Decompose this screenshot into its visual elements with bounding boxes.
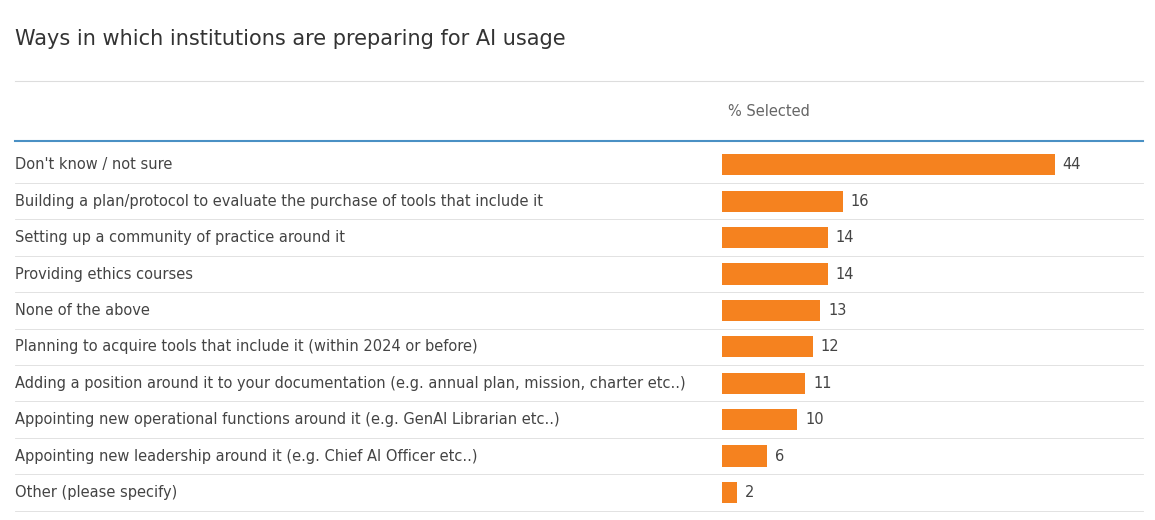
FancyBboxPatch shape xyxy=(722,336,813,357)
Text: 14: 14 xyxy=(836,267,855,281)
Text: Setting up a community of practice around it: Setting up a community of practice aroun… xyxy=(15,230,345,245)
FancyBboxPatch shape xyxy=(722,154,1055,175)
Text: 6: 6 xyxy=(775,449,784,463)
Text: Ways in which institutions are preparing for AI usage: Ways in which institutions are preparing… xyxy=(15,29,566,48)
FancyBboxPatch shape xyxy=(722,264,828,284)
FancyBboxPatch shape xyxy=(722,409,797,430)
Text: 2: 2 xyxy=(745,485,754,500)
FancyBboxPatch shape xyxy=(722,227,828,248)
Text: Planning to acquire tools that include it (within 2024 or before): Planning to acquire tools that include i… xyxy=(15,340,478,354)
FancyBboxPatch shape xyxy=(722,446,767,466)
Text: Adding a position around it to your documentation (e.g. annual plan, mission, ch: Adding a position around it to your docu… xyxy=(15,376,686,391)
FancyBboxPatch shape xyxy=(722,482,737,503)
Text: 44: 44 xyxy=(1063,158,1081,172)
Text: None of the above: None of the above xyxy=(15,303,150,318)
FancyBboxPatch shape xyxy=(722,373,805,394)
Text: Building a plan/protocol to evaluate the purchase of tools that include it: Building a plan/protocol to evaluate the… xyxy=(15,194,543,209)
Text: Appointing new leadership around it (e.g. Chief AI Officer etc..): Appointing new leadership around it (e.g… xyxy=(15,449,477,463)
Text: 11: 11 xyxy=(813,376,832,391)
Text: Other (please specify): Other (please specify) xyxy=(15,485,177,500)
Text: % Selected: % Selected xyxy=(728,104,810,119)
FancyBboxPatch shape xyxy=(722,191,843,212)
Text: Appointing new operational functions around it (e.g. GenAI Librarian etc..): Appointing new operational functions aro… xyxy=(15,412,560,427)
Text: 13: 13 xyxy=(828,303,847,318)
Text: Providing ethics courses: Providing ethics courses xyxy=(15,267,193,281)
Text: 12: 12 xyxy=(821,340,840,354)
Text: 14: 14 xyxy=(836,230,855,245)
Text: 16: 16 xyxy=(851,194,870,209)
Text: 10: 10 xyxy=(805,412,825,427)
Text: Don't know / not sure: Don't know / not sure xyxy=(15,158,172,172)
FancyBboxPatch shape xyxy=(722,300,820,321)
